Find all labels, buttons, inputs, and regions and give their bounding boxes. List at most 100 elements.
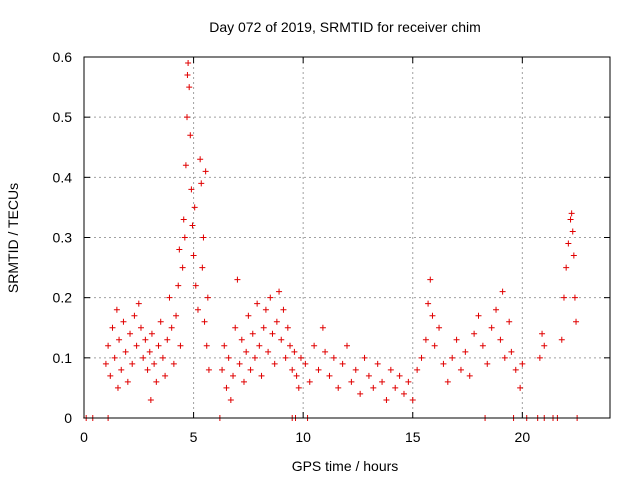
data-point xyxy=(501,354,508,361)
data-point xyxy=(254,300,261,307)
data-point xyxy=(151,360,158,367)
data-point xyxy=(177,342,184,349)
data-point xyxy=(186,84,193,91)
x-axis-title: GPS time / hours xyxy=(292,458,399,474)
data-point xyxy=(251,354,258,361)
data-point xyxy=(405,378,412,385)
data-point xyxy=(219,366,226,373)
data-point xyxy=(361,354,368,361)
data-point xyxy=(475,312,482,319)
data-point xyxy=(357,390,364,397)
y-tick-label: 0 xyxy=(64,410,72,426)
data-points xyxy=(83,60,581,421)
data-point xyxy=(131,312,138,319)
data-point xyxy=(148,330,155,337)
data-point xyxy=(170,360,177,367)
data-point xyxy=(120,318,127,325)
data-point xyxy=(234,276,241,283)
data-point xyxy=(230,372,237,379)
data-point xyxy=(232,324,239,331)
data-point xyxy=(133,342,140,349)
data-point xyxy=(192,282,199,289)
data-point xyxy=(122,348,129,355)
data-point xyxy=(453,336,460,343)
data-point xyxy=(569,228,576,235)
data-point xyxy=(302,360,309,367)
data-point xyxy=(256,342,263,349)
data-point xyxy=(190,252,197,259)
data-point xyxy=(517,384,524,391)
data-point xyxy=(427,276,434,283)
data-point xyxy=(493,306,500,313)
data-point xyxy=(227,396,234,403)
grid-layer xyxy=(84,57,610,418)
data-point xyxy=(436,324,443,331)
data-point xyxy=(365,372,372,379)
data-point xyxy=(506,318,513,325)
data-point xyxy=(199,264,206,271)
data-point xyxy=(114,384,121,391)
y-tick-label: 0.1 xyxy=(53,350,73,366)
data-point xyxy=(191,204,198,211)
data-point xyxy=(185,60,192,67)
data-point xyxy=(247,366,254,373)
data-point xyxy=(184,72,191,79)
data-point xyxy=(245,312,252,319)
data-point xyxy=(260,324,267,331)
data-point xyxy=(243,348,250,355)
data-point xyxy=(560,294,567,301)
data-point xyxy=(189,222,196,229)
data-point xyxy=(387,366,394,373)
data-point xyxy=(311,342,318,349)
data-point xyxy=(147,396,154,403)
data-point xyxy=(249,330,256,337)
data-point xyxy=(188,186,195,193)
data-point xyxy=(142,336,149,343)
data-point xyxy=(297,354,304,361)
data-point xyxy=(157,318,164,325)
data-point xyxy=(330,354,337,361)
data-point xyxy=(201,318,208,325)
data-point xyxy=(396,372,403,379)
data-point xyxy=(111,354,118,361)
y-tick-label: 0.6 xyxy=(53,49,73,65)
data-point xyxy=(179,264,186,271)
data-point xyxy=(182,162,189,169)
data-point xyxy=(565,240,572,247)
data-point xyxy=(203,342,210,349)
data-point xyxy=(155,342,162,349)
data-point xyxy=(374,360,381,367)
y-tick-label: 0.4 xyxy=(53,169,73,185)
data-point xyxy=(240,378,247,385)
data-point xyxy=(339,360,346,367)
data-point xyxy=(425,300,432,307)
data-point xyxy=(497,336,504,343)
data-point xyxy=(144,366,151,373)
data-point xyxy=(352,366,359,373)
data-point xyxy=(541,342,548,349)
data-point xyxy=(258,372,265,379)
data-point xyxy=(568,210,575,217)
data-point xyxy=(113,306,120,313)
data-point xyxy=(200,234,207,241)
data-point xyxy=(204,294,211,301)
data-point xyxy=(282,354,289,361)
data-point xyxy=(127,330,134,337)
data-point xyxy=(344,342,350,349)
data-point xyxy=(289,366,296,373)
data-point xyxy=(194,306,201,313)
data-point xyxy=(462,348,469,355)
data-point xyxy=(105,342,112,349)
data-point xyxy=(315,366,322,373)
data-point xyxy=(124,378,131,385)
data-point xyxy=(181,234,188,241)
y-axis-title: SRMTID / TECUs xyxy=(5,183,21,293)
data-point xyxy=(370,384,377,391)
x-tick-label: 0 xyxy=(80,429,88,445)
data-point xyxy=(563,264,570,271)
data-point xyxy=(422,336,429,343)
data-point xyxy=(129,360,136,367)
data-point xyxy=(293,372,300,379)
data-point xyxy=(284,324,291,331)
data-point xyxy=(197,156,204,163)
